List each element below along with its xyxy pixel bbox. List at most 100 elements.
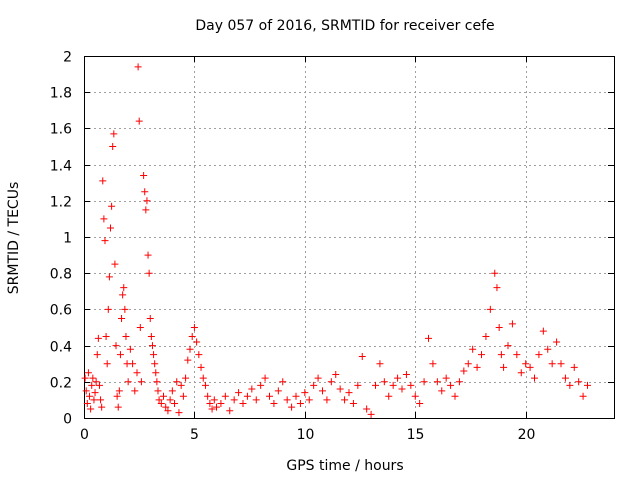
data-point — [226, 407, 234, 415]
data-point — [129, 360, 137, 368]
data-point — [145, 269, 153, 277]
data-point — [88, 381, 96, 389]
y-tick-label: 1.4 — [50, 159, 72, 175]
data-point — [143, 197, 151, 205]
data-point — [266, 392, 273, 400]
data-point — [134, 63, 142, 71]
x-tick-label: 20 — [518, 427, 536, 443]
data-point — [124, 378, 132, 386]
data-point — [447, 381, 455, 389]
data-point — [438, 387, 446, 395]
data-point — [407, 381, 415, 389]
data-point — [367, 410, 375, 418]
data-point — [197, 363, 205, 371]
data-point — [137, 378, 145, 386]
data-point — [110, 130, 118, 138]
data-point — [173, 378, 181, 386]
data-point — [345, 389, 353, 397]
data-point — [252, 396, 260, 404]
data-point — [154, 387, 162, 395]
x-tick-label: 0 — [80, 427, 89, 443]
data-point — [319, 387, 326, 395]
y-tick-label: 2 — [63, 50, 72, 66]
data-point — [411, 392, 419, 400]
data-point — [113, 392, 121, 400]
data-point — [270, 400, 278, 408]
data-point — [478, 351, 485, 359]
data-point — [561, 374, 569, 382]
data-point — [175, 409, 183, 417]
data-point — [87, 405, 95, 413]
data-point — [126, 345, 134, 353]
data-point — [151, 360, 159, 368]
data-point — [389, 381, 397, 389]
data-point — [385, 392, 393, 400]
data-point — [160, 392, 167, 400]
data-point — [91, 389, 99, 397]
data-point — [553, 338, 561, 346]
data-points — [81, 63, 591, 418]
data-point — [100, 215, 108, 223]
data-point — [142, 206, 150, 214]
data-point — [398, 385, 406, 393]
data-point — [140, 171, 148, 179]
data-point — [84, 369, 92, 377]
data-point — [201, 381, 209, 389]
data-point — [168, 387, 176, 395]
data-point — [296, 400, 304, 408]
data-point — [497, 351, 505, 359]
data-point — [105, 273, 113, 281]
data-point — [327, 378, 335, 386]
data-point — [584, 381, 591, 389]
data-point — [557, 360, 565, 368]
data-point — [115, 387, 123, 395]
data-point — [92, 378, 100, 386]
data-point — [500, 363, 508, 371]
y-tick-label: 1.8 — [50, 86, 72, 102]
data-point — [508, 320, 516, 328]
data-point — [460, 367, 468, 375]
data-point — [164, 407, 172, 415]
data-point — [491, 269, 499, 277]
data-point — [97, 396, 105, 404]
data-point — [112, 342, 120, 350]
data-point — [93, 351, 101, 359]
y-tick-label: 1.2 — [50, 195, 72, 211]
data-point — [162, 403, 170, 411]
data-point — [95, 381, 103, 389]
data-point — [433, 378, 441, 386]
data-point — [152, 369, 160, 377]
data-point — [102, 333, 110, 341]
data-point — [535, 351, 543, 359]
data-point — [190, 324, 198, 331]
data-point — [146, 314, 154, 322]
data-point — [208, 405, 216, 413]
data-point — [548, 360, 556, 368]
data-point — [104, 305, 112, 313]
data-point — [182, 374, 190, 382]
y-tick-label: 1 — [63, 231, 72, 247]
data-point — [114, 403, 122, 411]
x-tick-label: 5 — [190, 427, 199, 443]
data-point — [482, 333, 490, 341]
data-point — [141, 188, 149, 196]
data-point — [239, 400, 247, 408]
data-point — [570, 363, 578, 371]
data-point — [108, 202, 116, 210]
data-point — [314, 374, 322, 382]
data-point — [199, 374, 207, 382]
data-point — [416, 400, 424, 408]
data-point — [210, 396, 218, 404]
data-point — [111, 260, 119, 268]
data-point — [148, 342, 156, 350]
data-point — [531, 374, 538, 382]
data-point — [464, 360, 472, 368]
data-point — [429, 360, 437, 368]
data-point — [261, 374, 269, 382]
data-point — [469, 345, 477, 353]
data-point — [341, 396, 349, 404]
data-point — [455, 378, 463, 386]
data-point — [358, 352, 366, 360]
data-point — [81, 374, 89, 382]
